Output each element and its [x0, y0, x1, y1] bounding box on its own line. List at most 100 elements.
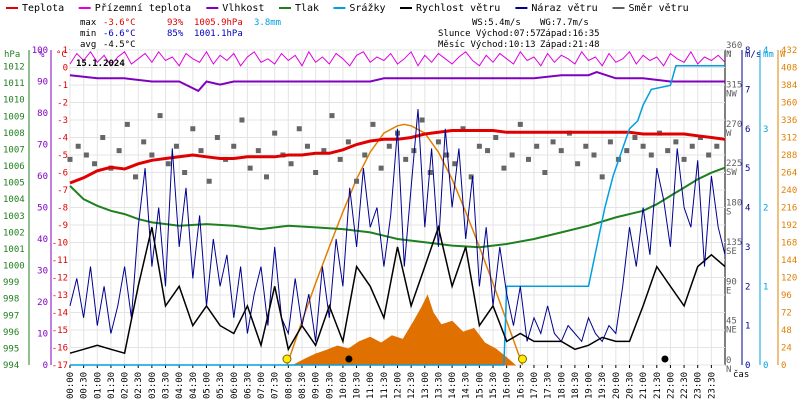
stat-min-temp: -6.6°C: [103, 29, 136, 39]
deg-tick-8: 360: [726, 41, 742, 51]
degc-tick-1: -16: [52, 344, 68, 354]
degc-tick-5: -12: [52, 274, 68, 284]
w-tick-6: 144: [781, 256, 797, 266]
x-tick-label-28: 14:00: [448, 372, 458, 399]
wind-dir-point: [689, 143, 695, 149]
legend-label-7: Směr větru: [629, 2, 689, 14]
stat-min-press: 1001.1hPa: [194, 29, 243, 39]
wind-dir-point: [264, 174, 269, 180]
hpa-tick-1: 995: [3, 344, 19, 354]
x-tick-label-12: 06:00: [230, 372, 240, 399]
wind-dir-point: [526, 156, 531, 162]
sunset-info: Západ:16:35: [540, 29, 600, 39]
w-tick-2: 48: [781, 326, 792, 336]
deg-unit: °: [727, 50, 732, 60]
degc-tick-2: -15: [52, 326, 68, 336]
wind-dir-point: [599, 174, 605, 180]
ms-tick-3: 3: [745, 243, 750, 253]
x-tick-label-36: 18:00: [557, 372, 567, 399]
x-tick-label-13: 06:30: [243, 372, 253, 399]
dir-tick-0: N: [726, 365, 731, 375]
wind-dir-point: [190, 126, 196, 132]
dir-tick-8: N: [726, 50, 731, 60]
right-axes: 0N45NE90E135SE180S225SW270W315NW360N0123…: [726, 41, 797, 375]
hpa-tick-16: 1010: [3, 96, 25, 106]
stat-max-label: max: [80, 18, 97, 28]
series-solar-radiation: [293, 294, 517, 366]
wind-dir-point: [231, 143, 237, 149]
wind-dir-point: [116, 148, 122, 154]
degc-tick-16: -1: [57, 81, 68, 91]
gridlines: [69, 49, 725, 366]
legend-label-6: Náraz větru: [531, 2, 597, 14]
x-tick-label-40: 20:00: [612, 372, 622, 399]
x-tick-label-20: 10:00: [339, 372, 349, 399]
mm-tick-4: 4: [763, 46, 768, 56]
wind-dir-point: [476, 143, 482, 149]
wind-dir-point: [632, 135, 638, 140]
x-tick-label-4: 02:00: [121, 372, 131, 399]
mm-tick-3: 3: [763, 125, 768, 135]
ms-tick-1: 1: [745, 322, 750, 332]
wind-dir-point: [640, 143, 646, 149]
wind-dir-point: [714, 143, 720, 149]
wind-dir-point: [92, 161, 98, 167]
wind-dir-point: [141, 139, 147, 145]
x-tick-label-6: 03:00: [148, 372, 158, 399]
w-tick-8: 192: [781, 221, 797, 231]
hpa-tick-14: 1008: [3, 129, 25, 139]
dir-tick-2: E: [726, 286, 731, 296]
ms-tick-2: 2: [745, 282, 750, 292]
pct-tick-8: 80: [37, 109, 48, 119]
degc-tick-6: -11: [52, 256, 68, 266]
wind-dir-point: [133, 174, 138, 180]
degc-tick-15: -2: [57, 99, 68, 109]
hpa-tick-5: 999: [3, 278, 19, 288]
stat-min-label: min: [80, 29, 96, 39]
wind-dir-point: [304, 143, 310, 149]
deg-tick-7: 315: [726, 80, 742, 90]
w-tick-9: 216: [781, 204, 797, 214]
sunset-marker: [517, 354, 527, 364]
wind-dir-point: [558, 148, 564, 154]
wind-dir-point: [149, 152, 155, 158]
x-tick-label-0: 00:00: [66, 372, 76, 399]
hpa-tick-15: 1009: [3, 112, 25, 122]
wind-dir-point: [370, 121, 376, 127]
legend-label-5: Rychlost větru: [416, 2, 500, 14]
w-unit: W: [780, 50, 786, 60]
hpa-tick-7: 1001: [3, 245, 25, 255]
dir-tick-4: S: [726, 208, 731, 218]
legend-label-0: Teplota: [22, 3, 64, 14]
series-temperature: [69, 129, 726, 185]
wind-dir-point: [624, 148, 630, 154]
degc-tick-8: -9: [57, 221, 68, 231]
wind-dir-point: [591, 152, 597, 158]
x-tick-label-30: 15:00: [475, 372, 485, 399]
wind-dir-point: [648, 152, 654, 158]
x-tick-label-46: 23:00: [694, 372, 704, 399]
wind-dir-point: [100, 135, 106, 140]
w-tick-0: 0: [781, 361, 786, 371]
series-wind-speed: [69, 224, 726, 355]
wind-dir-point: [665, 148, 671, 154]
degc-tick-0: -17: [52, 361, 68, 371]
wind-dir-point: [157, 113, 163, 119]
stat-min-hum: 85%: [167, 29, 184, 39]
deg-tick-2: 90: [726, 277, 737, 287]
pct-tick-0: 0: [43, 361, 48, 371]
wind-gust-info: WG:7.7m/s: [540, 18, 589, 28]
x-tick-label-41: 20:30: [625, 372, 635, 399]
stat-max-hum: 93%: [167, 18, 184, 28]
wind-dir-point: [173, 143, 179, 149]
hpa-unit: hPa: [4, 50, 20, 60]
wind-dir-point: [550, 139, 556, 145]
wind-dir-point: [67, 156, 73, 162]
hpa-tick-0: 994: [3, 361, 19, 371]
deg-tick-6: 270: [726, 120, 742, 130]
x-tick-label-44: 22:00: [666, 372, 676, 399]
x-tick-label-22: 11:00: [366, 372, 376, 399]
ms-tick-6: 6: [745, 125, 750, 135]
pct-tick-9: 90: [37, 78, 48, 88]
